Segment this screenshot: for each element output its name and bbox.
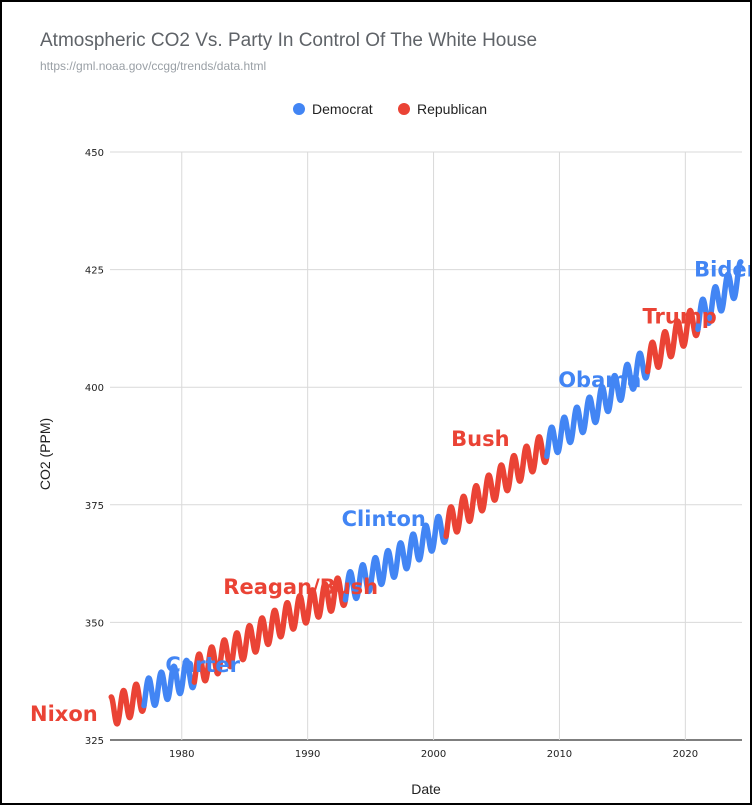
x-tick-label-1990: 1990	[295, 749, 320, 760]
y-tick-label-450: 450	[85, 148, 104, 159]
annotation-nixon: Nixon	[30, 702, 98, 726]
y-tick-labels: 325 350 375 400 425 450	[85, 148, 104, 747]
annotation-clinton: Clinton	[342, 507, 426, 531]
y-tick-label-375: 375	[85, 501, 104, 512]
legend-label-republican: Republican	[417, 101, 487, 117]
president-labels: Nixon Carter Reagan/Bush Clinton Bush Obama Tr…	[30, 258, 750, 727]
x-tick-label-1980: 1980	[169, 749, 194, 760]
y-axis-title: CO2 (PPM)	[37, 418, 53, 490]
y-tick-label-400: 400	[85, 383, 104, 394]
annotation-reagan-bush: Reagan/Bush	[223, 575, 378, 599]
legend-marker-democrat	[293, 103, 305, 115]
annotation-trump: Trump	[643, 305, 717, 329]
annotation-obama: Obama	[558, 368, 641, 392]
annotation-biden: Biden	[694, 258, 750, 282]
segment-nixon	[108, 681, 147, 727]
annotation-bush: Bush	[451, 427, 509, 451]
chart-subtitle: https://gml.noaa.gov/ccgg/trends/data.ht…	[40, 59, 266, 73]
gridlines	[110, 151, 742, 741]
legend-label-democrat: Democrat	[312, 101, 373, 117]
x-tick-label-2010: 2010	[547, 749, 572, 760]
y-tick-label-425: 425	[85, 266, 104, 277]
segment-bush	[443, 434, 550, 540]
legend-marker-republican	[398, 103, 410, 115]
legend: Democrat Republican	[293, 101, 487, 117]
segment-trump	[644, 307, 701, 375]
co2-series	[108, 259, 744, 727]
segment-carter	[141, 657, 198, 709]
x-tick-label-2000: 2000	[421, 749, 446, 760]
chart-title: Atmospheric CO2 Vs. Party In Control Of …	[40, 30, 537, 51]
segment-reagan-bush	[191, 575, 349, 685]
y-tick-label-350: 350	[85, 618, 104, 629]
segment-biden	[695, 259, 744, 333]
x-tick-label-2020: 2020	[673, 749, 698, 760]
x-axis-title: Date	[411, 781, 441, 797]
annotation-carter: Carter	[165, 653, 240, 677]
segment-obama	[544, 350, 651, 460]
y-tick-label-325: 325	[85, 736, 104, 747]
x-tick-labels: 1980 1990 2000 2010 2020	[169, 749, 698, 760]
segment-clinton	[342, 513, 449, 603]
